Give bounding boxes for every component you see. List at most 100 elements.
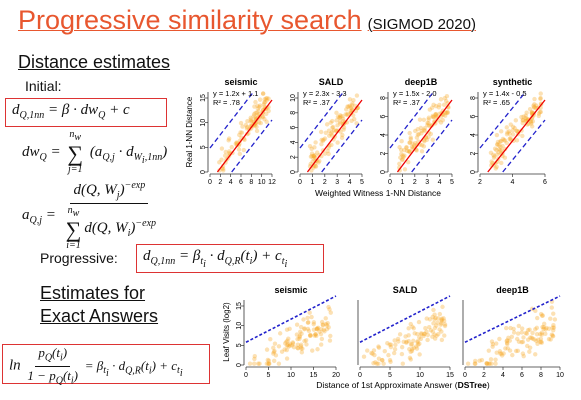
scatter-dot	[386, 352, 391, 358]
scatter-dot	[313, 164, 319, 169]
scatter-dot	[271, 349, 277, 355]
scatter-dot	[344, 112, 350, 117]
scatter-dot	[515, 348, 521, 354]
scatter-dot	[237, 151, 243, 157]
scatter-dot	[436, 105, 441, 110]
scatter-dot	[437, 102, 442, 108]
scatter-dot	[527, 106, 533, 112]
x-tick-label: 1	[310, 179, 314, 186]
text-part: (a	[89, 143, 103, 160]
text-part: i	[203, 259, 206, 270]
scatter-dot	[506, 335, 511, 340]
scatter-dot	[248, 119, 253, 124]
scatter-dot	[226, 138, 231, 143]
scatter-dot	[266, 96, 271, 101]
scatter-dot	[500, 136, 506, 142]
scatter-dot	[510, 352, 515, 358]
scatter-dot	[299, 331, 304, 336]
scatter-dot	[533, 327, 538, 332]
scatter-dot	[435, 316, 441, 321]
scatter-dot	[324, 122, 330, 127]
section-heading: Estimates for	[40, 283, 146, 303]
scatter-dot	[264, 347, 270, 352]
scatter-dot	[217, 160, 222, 165]
scatter-dot	[299, 350, 305, 355]
y-tick-label: 6	[290, 126, 297, 130]
scatter-dot	[379, 357, 385, 363]
scatter-dot	[431, 321, 436, 326]
scatter-dot	[322, 136, 328, 141]
x-tick-label: 8	[539, 372, 543, 379]
scatter-dot	[525, 337, 531, 342]
section-heading: Exact Answers	[40, 306, 159, 326]
y-tick-label: 10	[290, 94, 297, 102]
scatter-dot	[418, 125, 424, 131]
scatter-dot	[489, 361, 494, 366]
r-squared: R² = .78	[213, 98, 240, 107]
scatter-dot	[326, 128, 332, 133]
scatter-dot	[316, 152, 322, 158]
scatter-dot	[404, 339, 409, 345]
y-tick-label: 5	[236, 343, 243, 347]
text-part: (t	[140, 357, 149, 373]
slide-title: Progressive similarity search (SIGMOD 202…	[18, 5, 476, 36]
scatter-dot	[310, 348, 315, 353]
x-tick-label: 3	[425, 179, 429, 186]
scatter-dot	[486, 348, 492, 353]
x-tick-label: 8	[249, 179, 253, 186]
scatter-dot	[514, 128, 519, 134]
scatter-dot	[504, 338, 509, 344]
scatter-dot	[398, 147, 404, 153]
scatter-dot	[304, 342, 309, 347]
scatter-dot	[497, 336, 502, 342]
bound-line	[502, 119, 546, 173]
scatter-dot	[503, 346, 508, 351]
scatter-dot	[350, 101, 355, 106]
scatter-dot	[538, 340, 543, 345]
scatter-dot	[494, 142, 500, 147]
scatter-dot	[400, 157, 405, 162]
scatter-dot	[477, 358, 482, 363]
formula-initial: dQ,1nn = β · dwQ + c	[5, 98, 167, 127]
scatter-dot	[494, 164, 499, 170]
scatter-dot	[326, 304, 331, 310]
scatter-dot	[320, 322, 325, 327]
scatter-dot	[520, 339, 526, 345]
scatter-dot	[443, 98, 449, 104]
scatter-dot	[484, 361, 490, 366]
scatter-dot	[549, 305, 554, 310]
scatter-dot	[507, 338, 513, 343]
scatter-dot	[442, 322, 448, 327]
scatter-dot	[340, 116, 346, 121]
scatter-dot	[425, 332, 431, 338]
section-heading: Distance estimates	[18, 52, 171, 72]
text-part: (t	[62, 367, 71, 383]
scatter-dot	[255, 112, 260, 118]
scatter-dot	[426, 123, 432, 128]
scatter-dot	[494, 132, 500, 138]
scatter-dot	[529, 335, 534, 340]
scatter-dot	[320, 138, 326, 143]
scatter-dot	[538, 91, 543, 96]
scatter-dot	[529, 109, 535, 115]
scatter-dot	[406, 333, 411, 338]
x-tick-label: 0	[358, 372, 362, 379]
scatter-dot	[514, 138, 520, 143]
scatter-dot	[370, 351, 375, 356]
scatter-dot	[309, 314, 314, 320]
scatter-dot	[430, 113, 435, 119]
scatter-dot	[433, 112, 438, 117]
scatter-dot	[538, 336, 544, 341]
scatter-dot	[404, 144, 409, 150]
scatter-dot	[252, 356, 257, 362]
scatter-dot	[392, 346, 398, 352]
scatter-dot	[504, 340, 510, 346]
scatter-dot	[494, 341, 499, 346]
scatter-dot	[542, 321, 547, 327]
scatter-dot	[543, 327, 548, 332]
x-tick-label: 5	[360, 179, 364, 186]
scatter-dot	[538, 331, 543, 337]
scatter-dot	[244, 126, 250, 131]
scatter-dot	[335, 123, 340, 128]
